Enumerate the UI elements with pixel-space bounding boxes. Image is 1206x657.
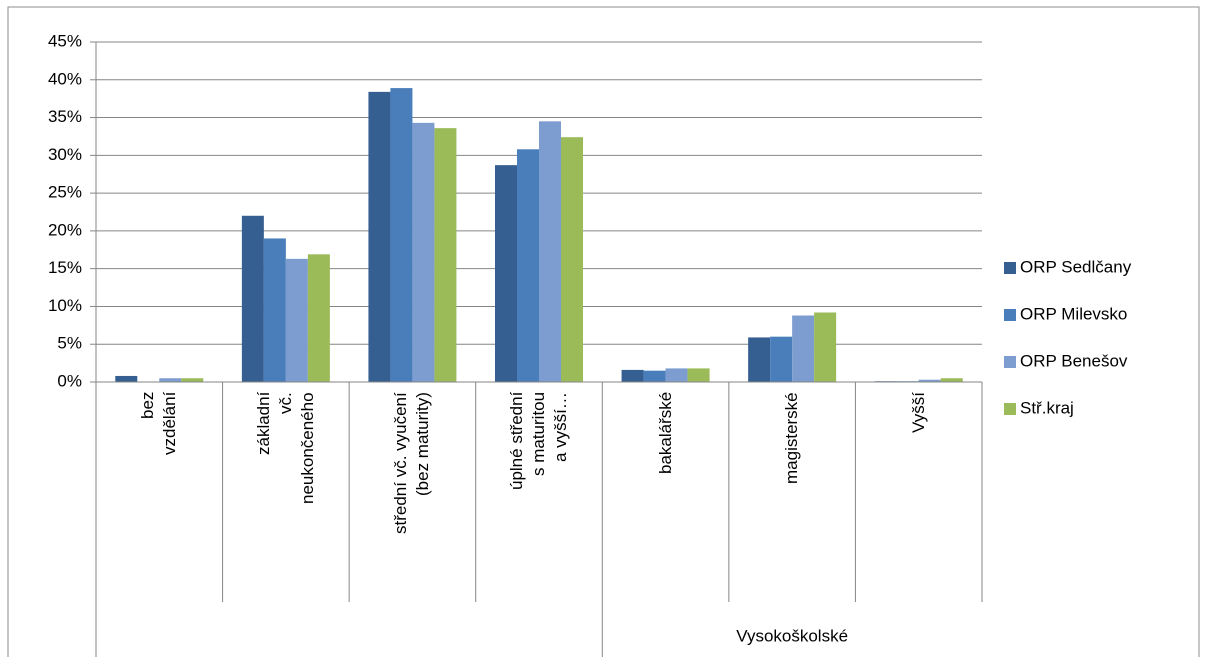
- y-tick-label: 5%: [57, 334, 82, 353]
- bar: [495, 165, 517, 382]
- bar: [263, 238, 286, 382]
- bar: [307, 254, 330, 382]
- bar: [241, 215, 264, 382]
- bar: [940, 378, 963, 382]
- legend-label: ORP Milevsko: [1020, 304, 1127, 323]
- bar: [434, 128, 457, 382]
- bar: [665, 368, 688, 382]
- x-tick-label: Vyšší: [908, 392, 928, 433]
- bar: [687, 368, 710, 382]
- y-tick-label: 40%: [48, 69, 82, 88]
- bar: [643, 370, 666, 382]
- x-tick-label: bez vzdělání: [138, 392, 180, 456]
- y-tick-label: 35%: [48, 107, 82, 126]
- y-tick-label: 0%: [57, 371, 82, 390]
- bar: [412, 122, 435, 382]
- x-tick-label: základní vč. neukončeného: [253, 392, 317, 504]
- bar: [561, 137, 583, 382]
- y-tick-label: 30%: [48, 145, 82, 164]
- category-group-label: Vysokoškolské: [736, 626, 848, 645]
- bar: [770, 336, 793, 382]
- bar: [285, 258, 308, 382]
- bar: [390, 88, 413, 382]
- bar: [792, 315, 815, 382]
- chart-frame: [7, 6, 1200, 657]
- x-tick-label: magisterské: [782, 392, 802, 484]
- y-tick-label: 10%: [48, 296, 82, 315]
- legend-swatch: [1004, 262, 1016, 274]
- y-tick-label: 45%: [48, 31, 82, 50]
- x-tick-label: bakalářské: [655, 392, 675, 475]
- legend-label: Stř.kraj: [1020, 398, 1074, 417]
- legend-swatch: [1004, 309, 1016, 321]
- bar: [621, 369, 644, 382]
- bar: [748, 337, 771, 382]
- bar: [814, 312, 837, 382]
- x-tick-label: úplné střední s maturitou a vyšší…: [507, 392, 570, 491]
- legend-swatch: [1004, 356, 1016, 368]
- bar: [181, 378, 204, 382]
- x-tick-label: střední vč. vyučení (bez maturity): [391, 392, 433, 534]
- bar: [539, 121, 561, 382]
- bar: [159, 378, 182, 382]
- bar: [918, 379, 941, 382]
- bar: [517, 149, 539, 382]
- bar: [368, 91, 391, 382]
- y-tick-label: 15%: [48, 258, 82, 277]
- bar: [115, 375, 138, 382]
- legend-swatch: [1004, 403, 1016, 415]
- y-tick-label: 20%: [48, 220, 82, 239]
- legend-label: ORP Sedlčany: [1020, 257, 1132, 276]
- y-tick-label: 25%: [48, 183, 82, 202]
- legend-label: ORP Benešov: [1020, 351, 1128, 370]
